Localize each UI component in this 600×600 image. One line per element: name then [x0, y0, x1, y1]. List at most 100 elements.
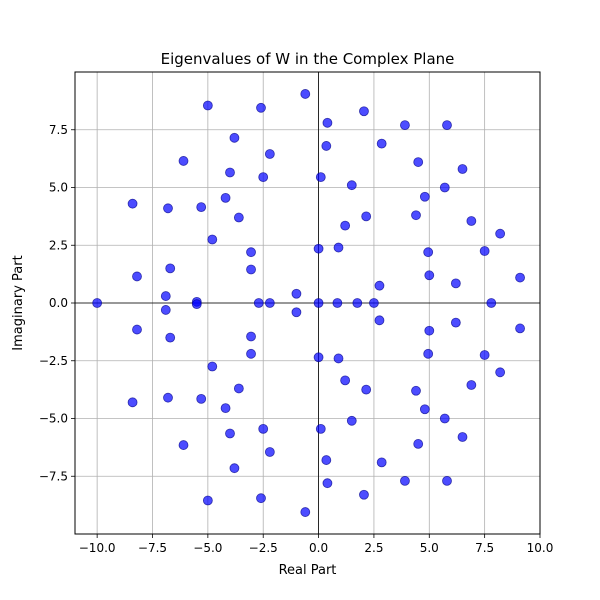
eigenvalue-point [413, 157, 424, 167]
x-tick-label: 5.0 [420, 541, 439, 555]
eigenvalue-point [163, 392, 173, 403]
eigenvalue-point [229, 132, 240, 143]
data-points [92, 89, 525, 517]
eigenvalue-point [374, 280, 385, 291]
eigenvalue-point [264, 298, 275, 308]
eigenvalue-point [419, 404, 430, 415]
eigenvalue-point [165, 263, 176, 274]
eigenvalue-point [300, 507, 311, 517]
eigenvalue-point [333, 242, 344, 253]
eigenvalue-point [313, 298, 324, 308]
x-tick-label: −5.0 [193, 541, 222, 555]
eigenvalue-point [400, 475, 410, 486]
y-tick-label: 5.0 [49, 181, 68, 195]
eigenvalue-point [315, 172, 326, 183]
eigenvalue-point [229, 463, 240, 474]
eigenvalue-point [258, 423, 269, 434]
eigenvalue-point [423, 247, 434, 258]
eigenvalue-point [207, 234, 218, 245]
eigenvalue-point [264, 149, 275, 159]
eigenvalue-point [127, 397, 138, 408]
eigenvalue-point [495, 228, 506, 239]
eigenvalue-point [450, 278, 461, 289]
eigenvalue-point [376, 457, 387, 468]
eigenvalue-point [411, 385, 421, 396]
eigenvalue-point [413, 439, 424, 449]
eigenvalue-point [423, 348, 434, 359]
eigenvalue-point [246, 247, 256, 258]
eigenvalue-point [424, 270, 435, 281]
eigenvalue-point [376, 138, 387, 149]
eigenvalue-point [196, 393, 207, 404]
eigenvalue-point [160, 305, 171, 315]
eigenvalue-point [361, 211, 372, 222]
eigenvalue-point [359, 489, 369, 500]
eigenvalue-point [479, 350, 490, 360]
x-tick-label: −2.5 [249, 541, 278, 555]
eigenvalue-point [132, 324, 142, 335]
eigenvalue-point [220, 403, 231, 414]
eigenvalue-point [233, 383, 244, 394]
chart-title: Eigenvalues of W in the Complex Plane [161, 50, 455, 68]
x-tick-label: 2.5 [364, 541, 383, 555]
eigenvalue-point [321, 141, 332, 151]
eigenvalue-point [340, 220, 351, 231]
eigenvalue-point [246, 331, 256, 342]
eigenvalue-point [220, 192, 231, 203]
eigenvalue-point [233, 212, 244, 223]
eigenvalue-point [450, 317, 461, 328]
reference-lines [75, 72, 540, 534]
x-tick-label: −7.5 [138, 541, 167, 555]
eigenvalue-point [127, 198, 138, 209]
eigenvalue-point [333, 353, 344, 364]
eigenvalue-point [246, 348, 256, 359]
eigenvalue-point [315, 423, 326, 434]
eigenvalue-point [322, 117, 333, 128]
eigenvalue-point [202, 495, 213, 506]
eigenvalue-point [321, 455, 332, 465]
eigenvalue-point [457, 164, 468, 174]
y-tick-label: −5.0 [39, 412, 68, 426]
eigenvalue-point [495, 367, 506, 378]
y-tick-label: −2.5 [39, 354, 68, 368]
eigenvalue-point [191, 299, 202, 310]
eigenvalue-point [400, 120, 410, 131]
eigenvalue-point [256, 493, 266, 504]
y-tick-label: 0.0 [49, 296, 68, 310]
y-tick-label: 2.5 [49, 238, 68, 252]
eigenvalue-point [165, 332, 176, 343]
x-tick-label: 7.5 [475, 541, 494, 555]
eigenvalue-point [132, 271, 142, 282]
eigenvalue-point [361, 384, 372, 395]
eigenvalue-point [196, 202, 207, 213]
eigenvalue-point [264, 447, 275, 457]
eigenvalue-point [207, 361, 218, 372]
eigenvalue-point [313, 352, 324, 363]
eigenvalue-point [92, 298, 103, 308]
eigenvalue-point [352, 298, 363, 308]
eigenvalue-point [486, 298, 497, 308]
eigenvalue-point [256, 102, 266, 113]
eigenvalue-point [258, 172, 269, 183]
eigenvalue-point [424, 325, 435, 336]
eigenvalue-point [346, 180, 357, 191]
eigenvalue-point [479, 246, 490, 256]
x-axis-label: Real Part [279, 563, 337, 578]
eigenvalue-point [253, 298, 264, 308]
eigenvalue-point [369, 298, 379, 308]
eigenvalue-point [442, 475, 452, 486]
eigenvalue-point [419, 191, 430, 202]
eigenvalue-point [374, 315, 385, 326]
eigenvalue-point [340, 375, 351, 386]
eigenvalue-point [466, 380, 477, 390]
eigenvalue-point [322, 478, 333, 489]
eigenvalue-point [225, 428, 235, 439]
eigenvalue-point [178, 440, 189, 450]
eigenvalue-point [246, 264, 256, 275]
eigenvalue-point [163, 203, 173, 214]
eigenvalue-point [346, 415, 357, 426]
eigenvalue-point [411, 210, 421, 221]
eigenvalue-point [291, 288, 302, 299]
x-tick-label: 0.0 [309, 541, 328, 555]
eigenvalue-point [291, 307, 302, 318]
